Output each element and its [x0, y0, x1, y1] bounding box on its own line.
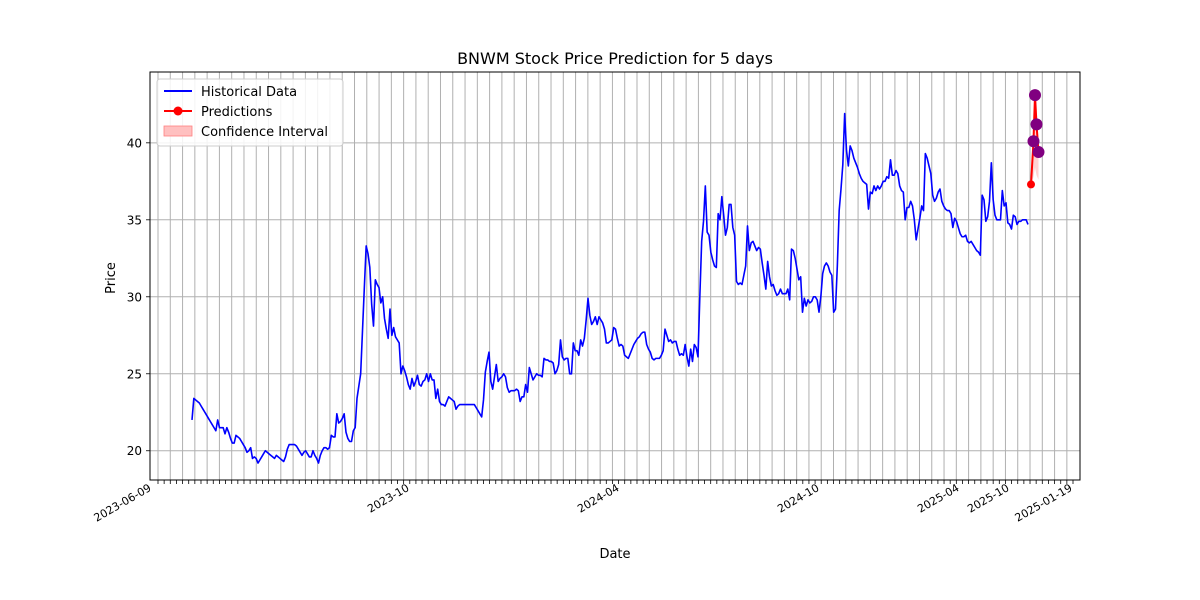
- y-tick-label: 20: [127, 444, 142, 458]
- chart-title: BNWM Stock Price Prediction for 5 days: [457, 49, 773, 68]
- prediction-point: [1030, 118, 1043, 131]
- y-tick-label: 35: [127, 213, 142, 227]
- legend: Historical Data Predictions Confidence I…: [156, 78, 344, 147]
- prediction-point: [1032, 146, 1045, 159]
- legend-box: [156, 78, 344, 147]
- prediction-point: [1027, 180, 1035, 189]
- plot-frame: [149, 71, 1081, 481]
- legend-confidence-swatch: [163, 125, 193, 137]
- plot-data: [191, 88, 1045, 464]
- y-axis-ticks: 20 25 30 35 40: [127, 136, 150, 458]
- legend-predictions-label: Predictions: [201, 105, 273, 120]
- legend-confidence-label: Confidence Interval: [201, 125, 328, 140]
- y-tick-label: 25: [127, 367, 142, 381]
- y-axis-label: Price: [104, 262, 119, 294]
- prediction-point: [1027, 135, 1040, 148]
- y-tick-label: 30: [127, 290, 142, 304]
- prediction-point: [1029, 89, 1041, 102]
- legend-historical-label: Historical Data: [201, 85, 297, 100]
- x-axis-label: Date: [599, 547, 630, 562]
- historical-line: [191, 112, 1029, 464]
- y-tick-label: 40: [127, 136, 142, 150]
- legend-predictions-marker: [173, 106, 183, 116]
